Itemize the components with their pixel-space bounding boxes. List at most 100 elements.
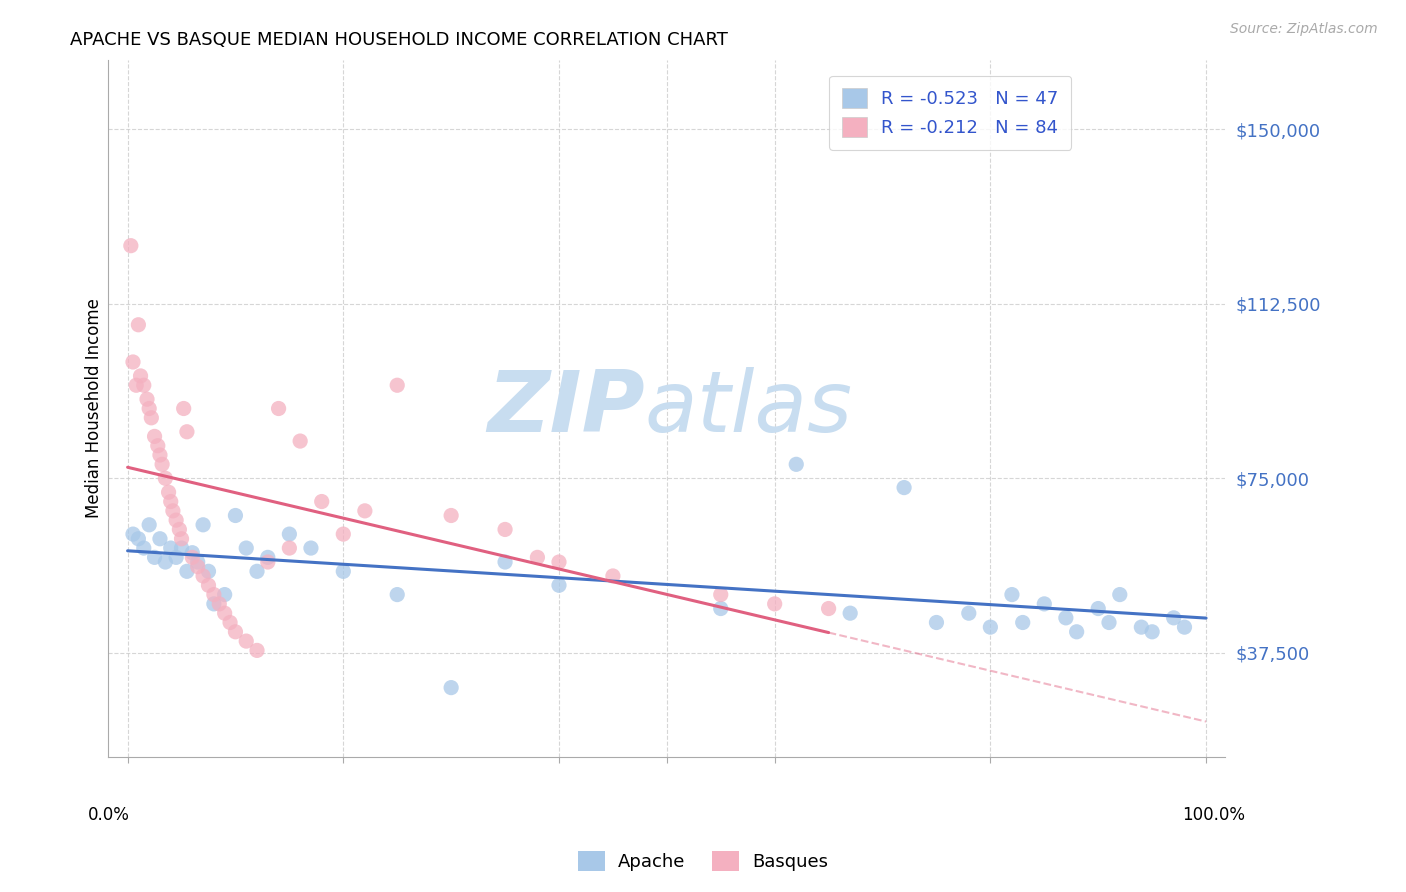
Point [219,615,242,630]
Point [138,517,160,532]
Y-axis label: Median Household Income: Median Household Income [86,299,103,518]
Legend: R = -0.523   N = 47, R = -0.212   N = 84: R = -0.523 N = 47, R = -0.212 N = 84 [830,76,1071,150]
Text: atlas: atlas [644,367,852,450]
Point [162,504,184,518]
Point [187,555,209,569]
Point [208,597,231,611]
Point [710,588,733,602]
Point [157,485,180,500]
Point [1173,620,1195,634]
Point [785,458,807,472]
Point [165,513,187,527]
Point [155,471,177,485]
Text: Source: ZipAtlas.com: Source: ZipAtlas.com [1230,22,1378,37]
Point [165,550,187,565]
Point [278,527,301,541]
Point [440,681,463,695]
Point [181,546,204,560]
Point [299,541,322,555]
Point [224,508,246,523]
Point [957,606,980,620]
Point [1033,597,1056,611]
Point [256,550,278,565]
Point [155,555,177,569]
Text: 100.0%: 100.0% [1182,806,1246,824]
Point [141,410,163,425]
Point [136,392,159,407]
Point [817,601,839,615]
Point [1108,588,1130,602]
Point [494,555,516,569]
Point [1163,611,1185,625]
Point [150,458,173,472]
Point [332,564,354,578]
Point [548,555,571,569]
Point [191,569,214,583]
Text: ZIP: ZIP [486,367,644,450]
Point [278,541,301,555]
Point [387,378,409,392]
Point [170,532,193,546]
Point [763,597,786,611]
Point [893,481,915,495]
Point [214,606,236,620]
Point [120,238,142,252]
Point [1087,601,1109,615]
Point [127,318,149,332]
Point [494,523,516,537]
Point [235,634,257,648]
Point [197,578,219,592]
Point [548,578,571,592]
Point [267,401,290,416]
Point [602,569,624,583]
Point [1140,624,1163,639]
Point [288,434,311,448]
Point [202,597,225,611]
Point [224,624,246,639]
Point [176,425,198,439]
Point [173,401,195,416]
Point [332,527,354,541]
Point [159,494,181,508]
Point [839,606,862,620]
Point [1066,624,1088,639]
Point [440,508,463,523]
Point [143,429,166,443]
Point [122,355,145,369]
Point [197,564,219,578]
Point [143,550,166,565]
Point [526,550,548,565]
Point [146,439,169,453]
Point [311,494,333,508]
Point [181,550,204,565]
Point [354,504,377,518]
Point [1001,588,1024,602]
Point [132,378,155,392]
Text: 0.0%: 0.0% [89,806,129,824]
Point [246,643,269,657]
Point [149,448,172,462]
Point [387,588,409,602]
Point [122,527,145,541]
Point [132,541,155,555]
Point [129,368,152,383]
Point [1130,620,1153,634]
Point [256,555,278,569]
Point [187,559,209,574]
Point [235,541,257,555]
Point [1098,615,1121,630]
Point [214,588,236,602]
Point [170,541,193,555]
Point [1011,615,1033,630]
Point [1054,611,1077,625]
Point [925,615,948,630]
Point [202,588,225,602]
Point [125,378,148,392]
Point [979,620,1001,634]
Point [149,532,172,546]
Point [191,517,214,532]
Point [127,532,149,546]
Point [159,541,181,555]
Point [176,564,198,578]
Text: APACHE VS BASQUE MEDIAN HOUSEHOLD INCOME CORRELATION CHART: APACHE VS BASQUE MEDIAN HOUSEHOLD INCOME… [70,31,728,49]
